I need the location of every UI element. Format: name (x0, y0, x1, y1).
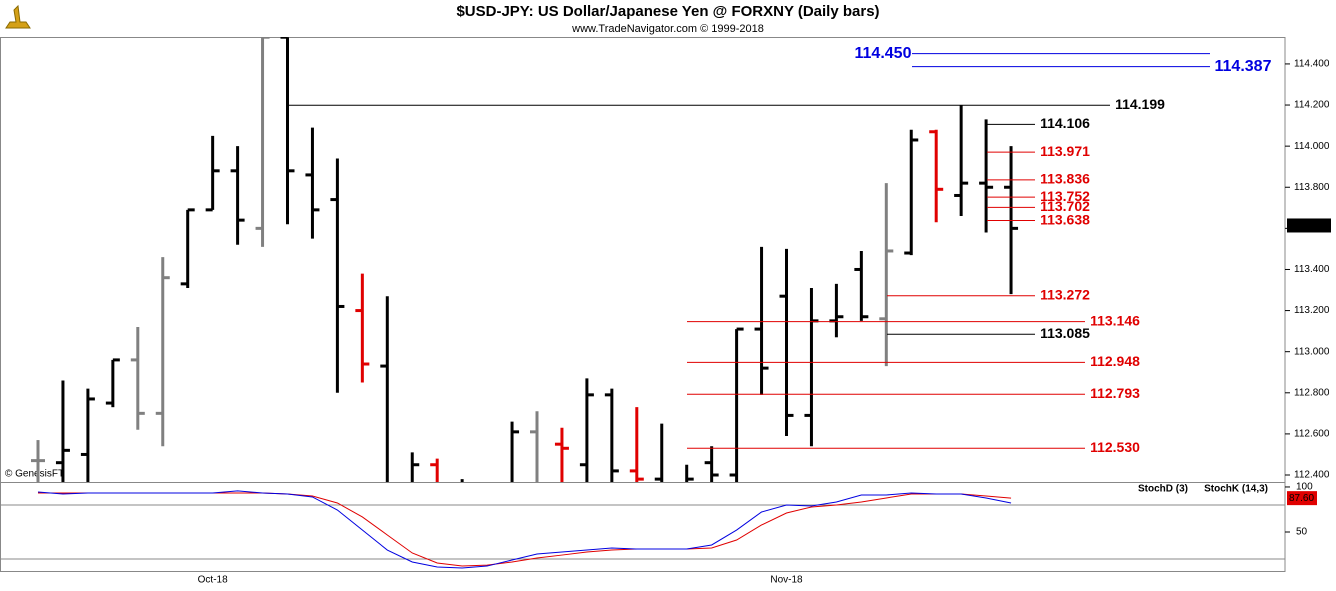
chart-subtitle: www.TradeNavigator.com © 1999-2018 (571, 23, 764, 35)
stoch-lines (37, 490, 1012, 569)
x-tick-label: Oct-18 (198, 575, 228, 586)
bars (31, 37, 1019, 482)
chart-title: $USD-JPY: US Dollar/Japanese Yen @ FORXN… (456, 3, 879, 20)
level-label: 114.106 (1040, 115, 1090, 131)
y-tick-label: 100 (1296, 482, 1313, 493)
logo (5, 4, 31, 29)
x-tick-label: Nov-18 (770, 575, 803, 586)
level-label: 113.971 (1040, 143, 1090, 159)
value-tag-label: 87.60 (1289, 493, 1314, 504)
stoch-line (37, 490, 1012, 569)
y-tick-label: 113.400 (1294, 264, 1330, 275)
level-label: 112.793 (1090, 385, 1140, 401)
level-label: 112.530 (1090, 439, 1140, 455)
level-label: 112.948 (1090, 353, 1140, 369)
level-label: 114.199 (1115, 96, 1165, 112)
y-tick-label: 113.000 (1294, 346, 1330, 357)
plot-frame (0, 37, 1286, 572)
level-label: 114.450 (855, 45, 912, 62)
value-tag (1287, 491, 1317, 506)
level-label: 113.085 (1040, 325, 1090, 341)
level-label: 114.387 (1215, 58, 1272, 75)
level-label: 113.836 (1040, 171, 1090, 187)
level-label: 113.702 (1040, 198, 1090, 214)
y-tick-label: 50 (1296, 527, 1308, 538)
level-label: 113.752 (1040, 188, 1090, 204)
y-tick-label: 113.200 (1294, 305, 1330, 316)
y-tick-label: 112.600 (1294, 429, 1330, 440)
y-tick-label: 114.200 (1294, 100, 1330, 111)
stoch-line (38, 492, 1012, 567)
legend-entry: StochD (3) (1138, 484, 1188, 495)
price-tag-label: 113.614 (1289, 220, 1325, 231)
y-tick-label: 113.800 (1294, 182, 1330, 193)
y-tick-label: 114.000 (1294, 141, 1330, 152)
level-label: 113.146 (1090, 312, 1140, 328)
price-tag (1287, 218, 1331, 233)
legend-entry: StochK (14,3) (1204, 484, 1268, 495)
source: © GenesisFT (5, 469, 64, 480)
header (0, 0, 1336, 37)
level-label: 113.638 (1040, 211, 1090, 227)
level-label: 113.272 (1040, 286, 1090, 302)
y-tick-label: 112.400 (1294, 470, 1330, 481)
y-tick-label: 112.800 (1294, 387, 1330, 398)
y-tick-label: 114.400 (1294, 59, 1330, 70)
